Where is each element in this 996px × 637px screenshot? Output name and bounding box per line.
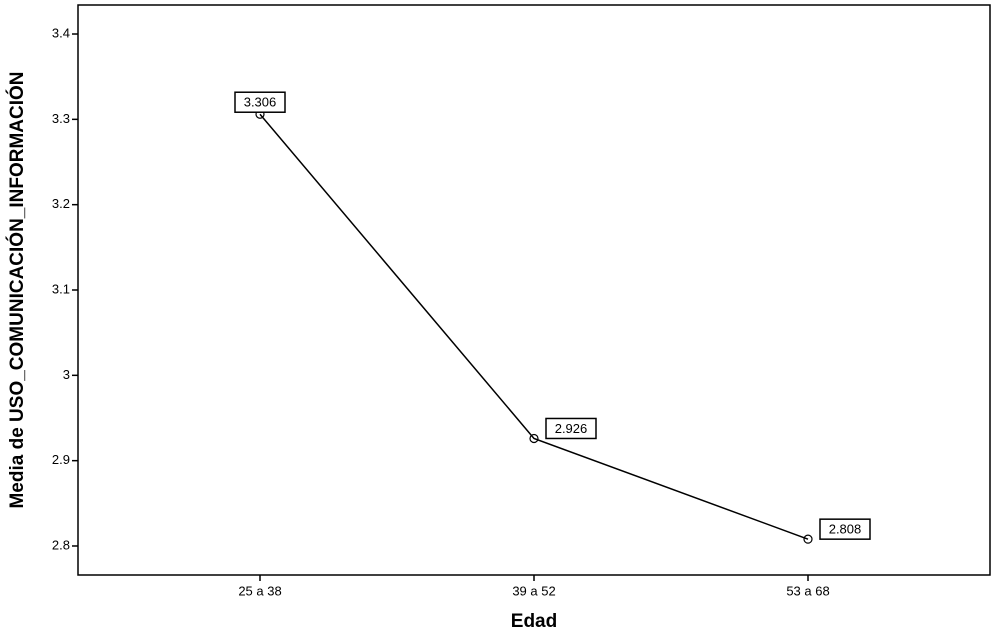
x-tick-label: 39 a 52 (512, 583, 555, 598)
y-tick-label: 2.9 (52, 452, 70, 467)
y-tick-label: 3.2 (52, 196, 70, 211)
x-axis-title: Edad (511, 611, 557, 632)
value-label-box (545, 417, 597, 440)
x-tick-label: 53 a 68 (786, 583, 829, 598)
y-axis-title: Media de USO_COMUNICACIÓN_INFORMACIÓN (6, 71, 28, 508)
y-tick-label: 2.8 (52, 537, 70, 552)
plot-area (77, 4, 991, 576)
value-label: 2.926 (555, 421, 588, 436)
line (259, 113, 809, 540)
value-label: 2.808 (829, 522, 862, 537)
value-label: 3.306 (244, 95, 277, 110)
marker (803, 534, 813, 544)
y-tick-label: 3 (63, 367, 70, 382)
marker (529, 433, 539, 444)
value-label-box (819, 518, 871, 540)
y-tick-label: 3.1 (52, 281, 70, 296)
x-tick-label: 25 a 38 (238, 583, 281, 598)
y-tick-label: 3.3 (52, 111, 70, 126)
y-tick-label: 3.4 (52, 25, 70, 40)
value-label-box (234, 91, 286, 113)
